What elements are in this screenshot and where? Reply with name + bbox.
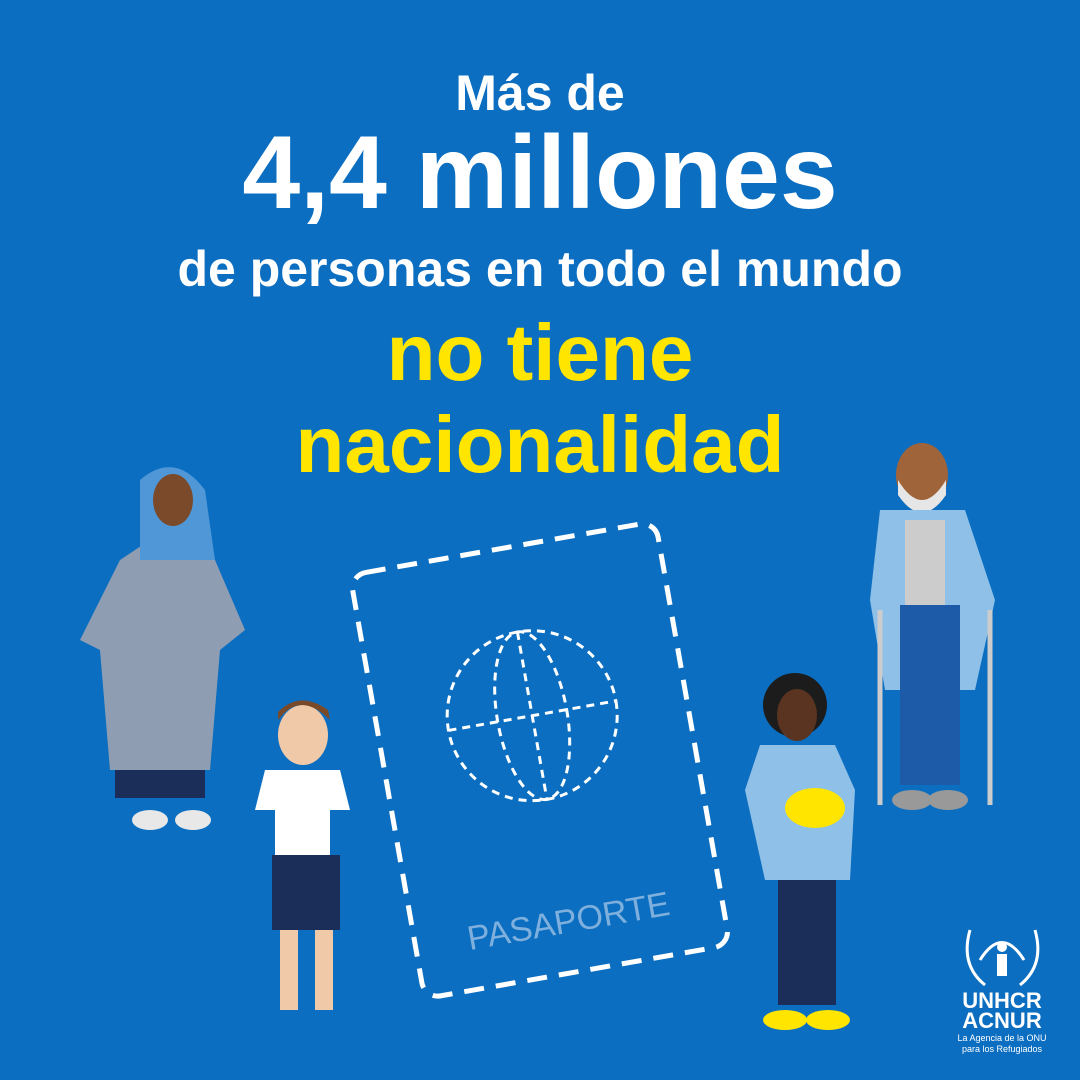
person-illustration (80, 467, 245, 830)
logo-tagline: para los Refugiados (962, 1044, 1043, 1054)
headline-highlight: nacionalidad (296, 400, 785, 489)
headline-number: 4,4 millones (242, 115, 837, 231)
logo-tagline: La Agencia de la ONU (957, 1033, 1046, 1043)
person-illustration (870, 443, 995, 810)
logo-text: ACNUR (962, 1008, 1042, 1033)
headline-highlight: no tiene (387, 308, 694, 397)
person-illustration (745, 673, 855, 1030)
logo: UNHCR ACNUR La Agencia de la ONU para lo… (957, 929, 1047, 1054)
logo-text: UNHCR (962, 988, 1042, 1013)
person-illustration (255, 700, 350, 1010)
headline-line: de personas en todo el mundo (177, 241, 902, 297)
headline-line: Más de (455, 65, 625, 121)
